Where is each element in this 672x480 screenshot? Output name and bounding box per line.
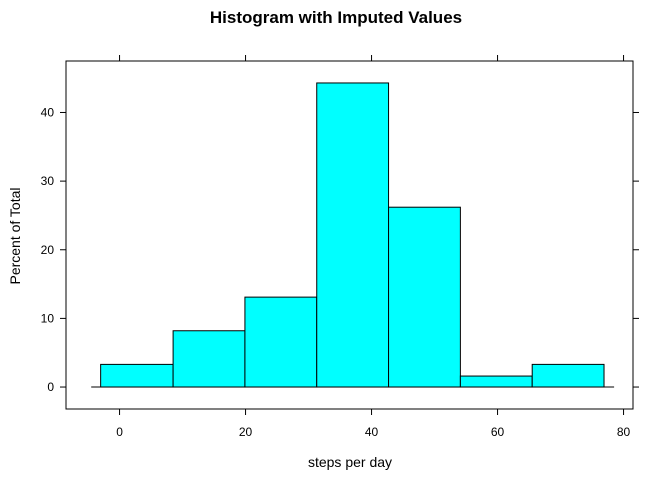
bars-group [100, 82, 605, 388]
x-tick-label: 0 [116, 425, 123, 439]
plot-frame [65, 60, 634, 410]
histogram-bar-3 [244, 296, 318, 388]
y-tick-label: 30 [41, 174, 55, 188]
y-axis-ticks: 0 10 20 30 40 [41, 105, 639, 394]
chart-title: Histogram with Imputed Values [210, 8, 462, 27]
histogram-bar-2 [172, 330, 246, 388]
histogram-bar-6 [459, 375, 533, 388]
x-tick-label: 80 [617, 425, 631, 439]
x-tick-label: 60 [491, 425, 505, 439]
histogram-bar-5 [388, 206, 461, 388]
y-tick-label: 0 [47, 380, 54, 394]
histogram-bar-4 [316, 82, 390, 388]
x-tick-label: 40 [365, 425, 379, 439]
histogram-bar-1 [100, 363, 174, 388]
x-axis-label: steps per day [308, 454, 392, 470]
histogram-bar-7 [531, 363, 605, 388]
y-axis-label: Percent of Total [7, 187, 23, 284]
y-tick-label: 10 [41, 311, 55, 325]
y-tick-label: 40 [41, 105, 55, 119]
y-tick-label: 20 [41, 243, 55, 257]
x-tick-label: 20 [239, 425, 253, 439]
x-axis-ticks: 0 20 40 60 80 [116, 55, 631, 439]
